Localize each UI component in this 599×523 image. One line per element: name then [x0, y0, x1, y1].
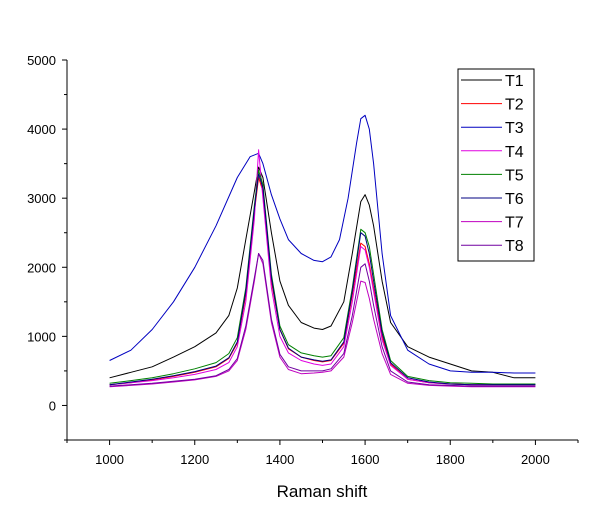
- series-line-t4: [109, 149, 536, 386]
- y-tick-label: 3000: [27, 191, 56, 206]
- series-line-t1: [109, 166, 536, 379]
- x-tick-label: 1600: [351, 452, 380, 467]
- legend: T1 T2 T3 T4 T5 T6 T7 T8: [457, 68, 535, 262]
- x-tick-label: 1000: [95, 452, 124, 467]
- ticks: 1000 1200 1400 1600 1800 2000 0 1000 2000 3000 400…: [27, 53, 579, 467]
- legend-label-t7: T7: [505, 215, 524, 232]
- legend-label-t3: T3: [505, 120, 524, 137]
- series-line-t6: [109, 173, 536, 386]
- legend-box: [457, 68, 535, 262]
- legend-label-t1: T1: [505, 73, 524, 90]
- x-tick-label: 1200: [180, 452, 209, 467]
- series-line-t3: [109, 114, 536, 374]
- y-tick-label: 1000: [27, 329, 56, 344]
- series-line-t8: [109, 253, 536, 387]
- x-tick-label: 1400: [265, 452, 294, 467]
- legend-label-t2: T2: [505, 97, 524, 114]
- legend-label-t5: T5: [505, 167, 524, 184]
- y-tick-label: 5000: [27, 53, 56, 68]
- y-tick-label: 2000: [27, 260, 56, 275]
- legend-label-t6: T6: [505, 191, 524, 208]
- series-line-t7: [109, 253, 536, 388]
- x-tick-label: 2000: [521, 452, 550, 467]
- x-tick-label: 1800: [436, 452, 465, 467]
- legend-label-t8: T8: [505, 238, 524, 255]
- y-tick-label: 0: [49, 398, 56, 413]
- legend-label-t4: T4: [505, 144, 524, 161]
- series-line-t5: [109, 170, 536, 385]
- x-axis-title: Raman shift: [277, 482, 368, 501]
- plot-lines: [109, 114, 536, 388]
- y-tick-label: 4000: [27, 122, 56, 137]
